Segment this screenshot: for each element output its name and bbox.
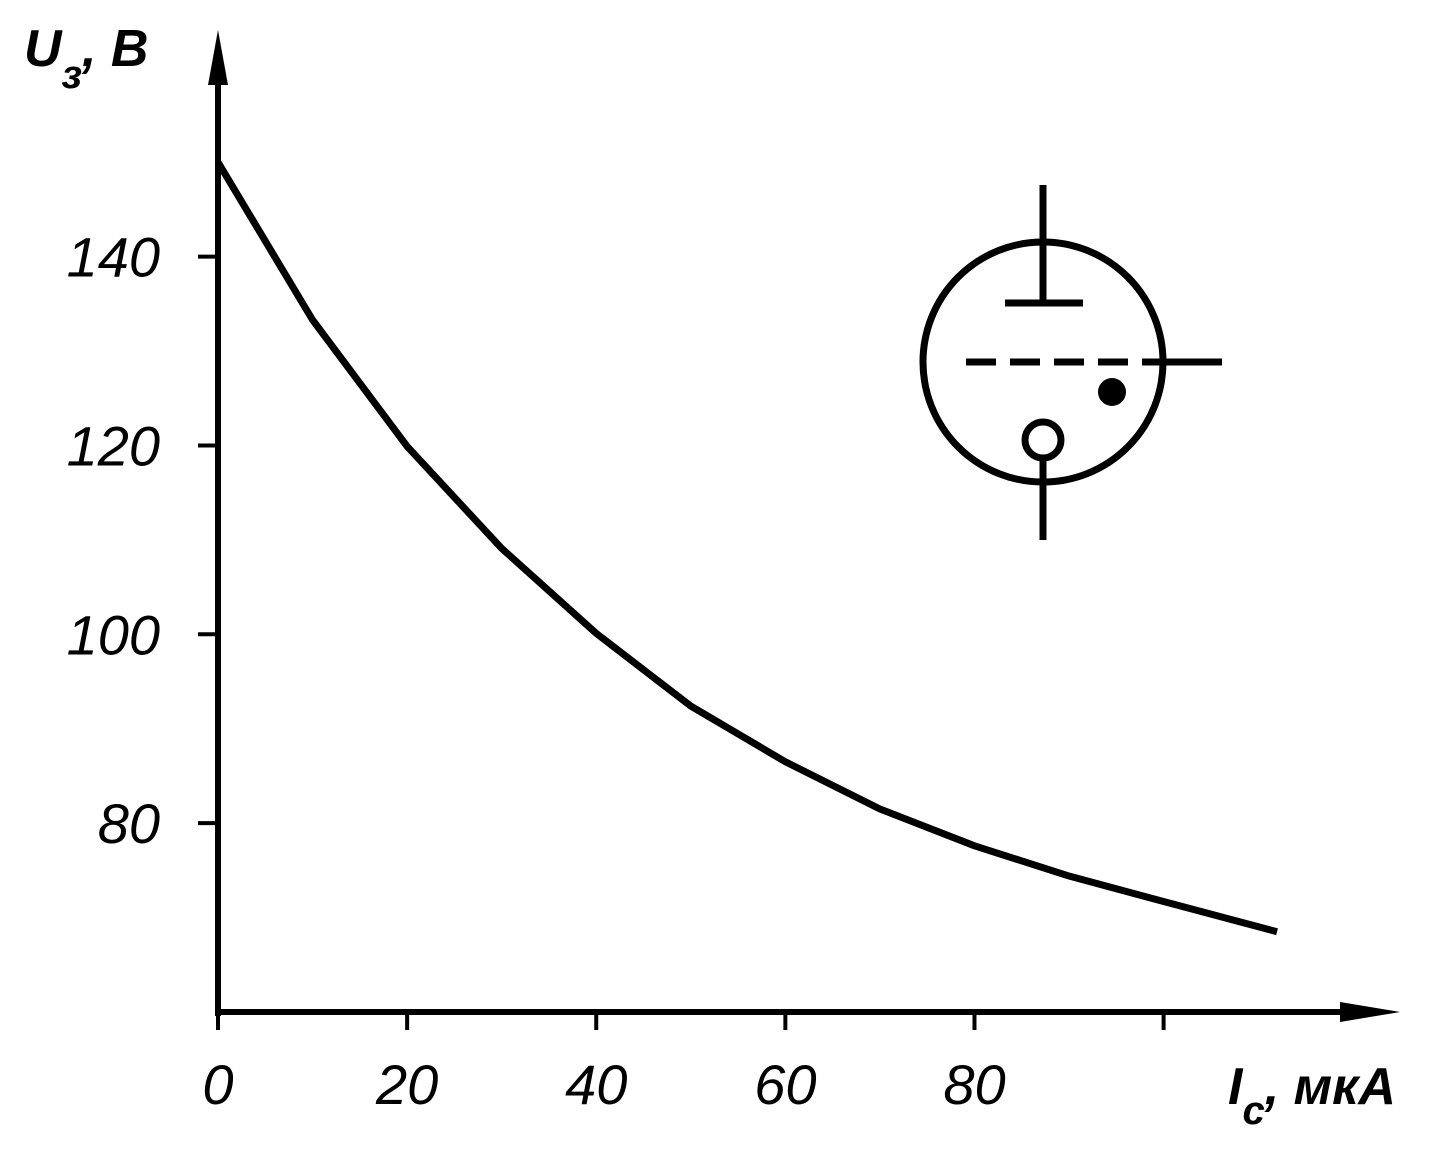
y-tick-label: 80 bbox=[98, 792, 160, 855]
y-label-sub: з bbox=[62, 53, 82, 97]
line-series bbox=[214, 160, 1278, 936]
y-axis-arrow bbox=[208, 30, 228, 85]
tube-symbol bbox=[919, 185, 1222, 540]
y-tick-label: 100 bbox=[67, 603, 160, 666]
x-tick-label: 60 bbox=[754, 1053, 816, 1116]
x-tick-label: 0 bbox=[202, 1053, 233, 1116]
x-label-sub: с bbox=[1242, 1089, 1264, 1133]
x-axis-label: Iс, мкА bbox=[1228, 1058, 1396, 1133]
y-label-main: U bbox=[24, 20, 63, 78]
y-label-unit: , В bbox=[81, 20, 148, 78]
x-tick-label: 80 bbox=[943, 1053, 1005, 1116]
x-tick-label: 40 bbox=[565, 1053, 627, 1116]
x-axis-arrow bbox=[1340, 1002, 1400, 1022]
x-tick-label: 20 bbox=[375, 1053, 438, 1116]
y-tick-label: 120 bbox=[67, 414, 160, 477]
y-axis-label: Uз, В bbox=[24, 20, 148, 97]
x-label-unit: , мкА bbox=[1264, 1058, 1396, 1116]
x-label-main: I bbox=[1228, 1058, 1244, 1116]
y-tick-label: 140 bbox=[67, 226, 160, 289]
